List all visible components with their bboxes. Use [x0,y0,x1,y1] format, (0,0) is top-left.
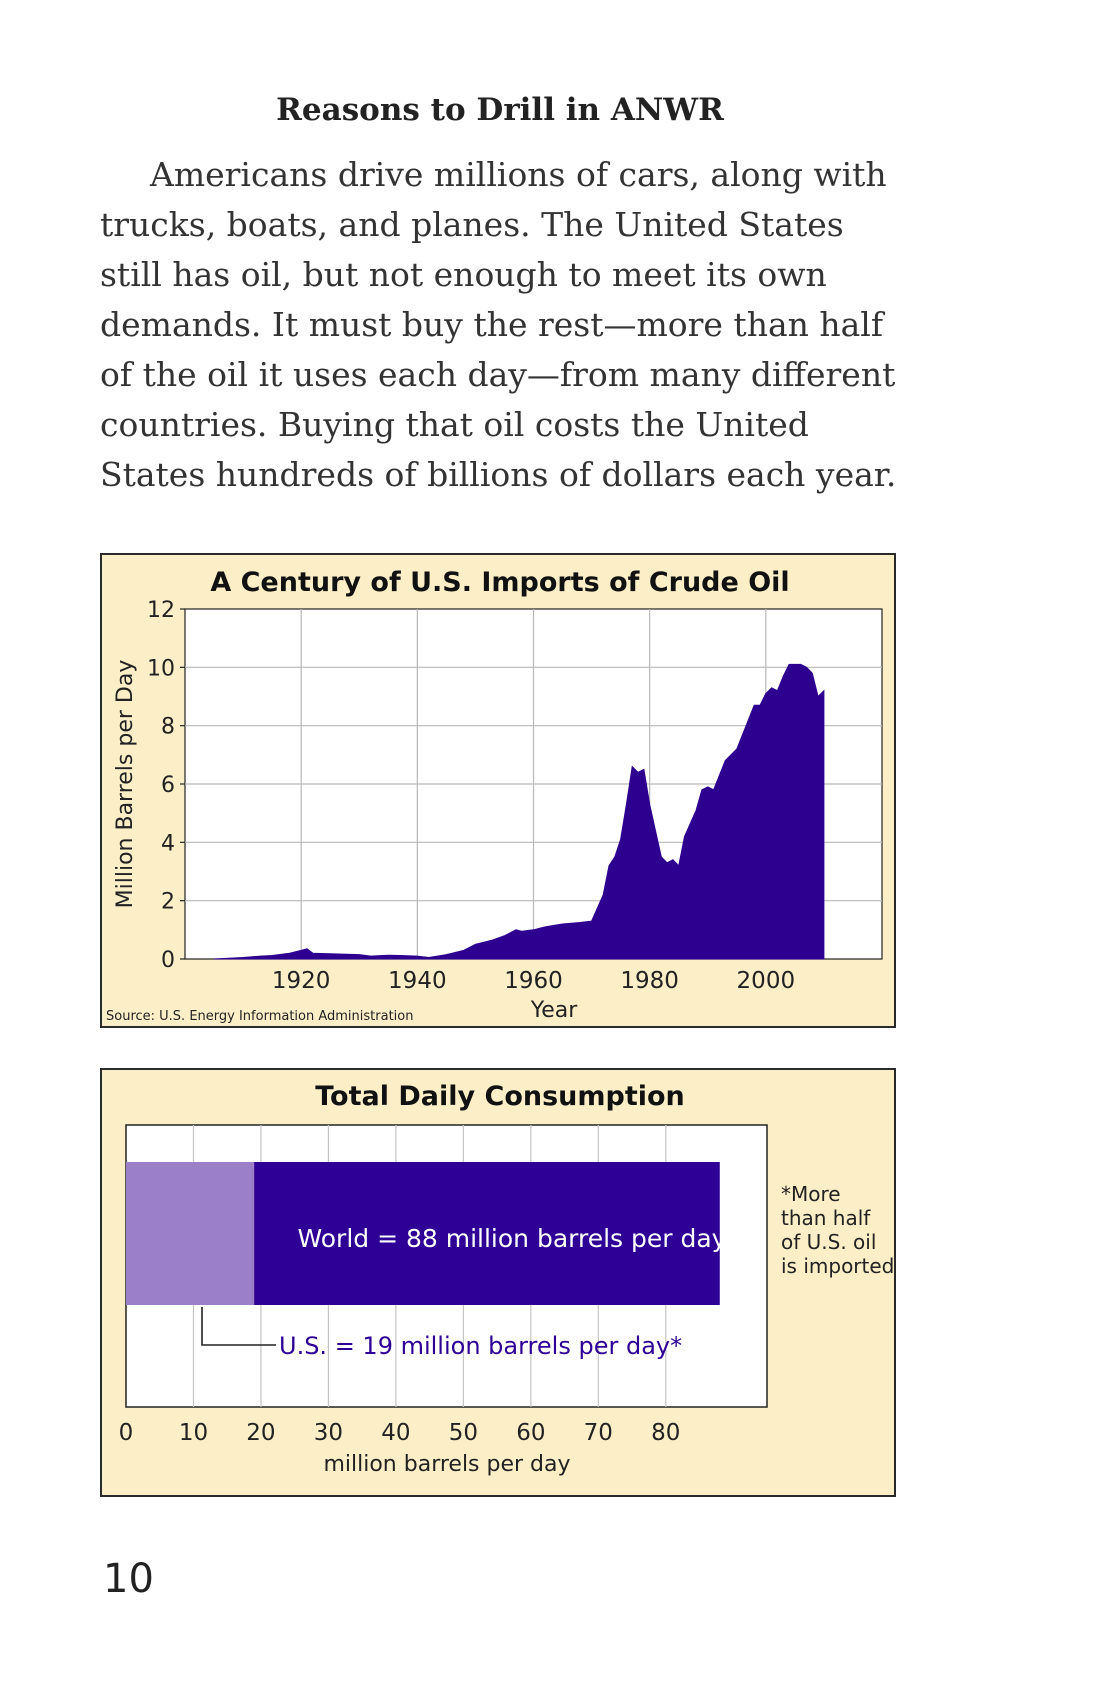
x-tick-label: 70 [584,1420,613,1446]
y-tick-label: 12 [147,598,175,623]
x-tick-label: 1920 [272,968,331,994]
us-bar [126,1162,255,1305]
section-heading: Reasons to Drill in ANWR [276,92,724,128]
x-tick-label: 0 [119,1420,134,1446]
y-tick-label: 2 [161,890,175,915]
import-note-line: *More [781,1182,841,1206]
page-number: 10 [103,1556,154,1602]
import-note-line: is imported [781,1254,894,1278]
world-bar-label: World = 88 million barrels per day [298,1224,727,1253]
import-chart-svg: 1920 1940 1960 1980 2000 0 2 4 6 8 10 12 A Century o… [106,567,883,1024]
import-chart: 1920 1940 1960 1980 2000 0 2 4 6 8 10 12 A Century o… [100,553,896,1028]
y-tick-label: 10 [147,656,175,681]
source-note: Source: U.S. Energy Information Administ… [106,1009,413,1024]
consumption-chart: 0 10 20 30 40 50 60 70 80 World = 88 million barr… [100,1068,896,1497]
x-axis-label: Year [530,998,579,1023]
chart-title: A Century of U.S. Imports of Crude Oil [210,567,789,598]
x-tick-label: 60 [516,1420,545,1446]
us-label-leader [201,1307,276,1346]
x-tick-label: 10 [179,1420,208,1446]
us-bar-label: U.S. = 19 million barrels per day* [279,1332,682,1360]
x-tick-label: 2000 [737,968,796,994]
x-tick-label: 1940 [388,968,447,994]
x-tick-label: 50 [449,1420,478,1446]
y-tick-label: 0 [161,948,175,973]
chart-title: Total Daily Consumption [315,1081,685,1112]
body-paragraph: Americans drive millions of cars, along … [100,155,897,494]
import-note-line: than half [781,1206,871,1230]
x-tick-label: 20 [246,1420,275,1446]
x-axis-label: million barrels per day [323,1452,570,1477]
y-tick-label: 8 [161,715,175,740]
x-tick-label: 30 [314,1420,343,1446]
y-tick-label: 6 [161,773,175,798]
imports-area [213,663,825,960]
x-tick-label: 80 [651,1420,680,1446]
y-tick-label: 4 [161,831,175,856]
x-tick-label: 1960 [504,968,563,994]
x-tick-label: 40 [381,1420,410,1446]
import-note-line: of U.S. oil [781,1230,876,1254]
x-tick-label: 1980 [620,968,679,994]
consumption-chart-svg: 0 10 20 30 40 50 60 70 80 World = 88 million barr… [119,1081,895,1477]
y-axis-label: Million Barrels per Day [113,660,138,909]
